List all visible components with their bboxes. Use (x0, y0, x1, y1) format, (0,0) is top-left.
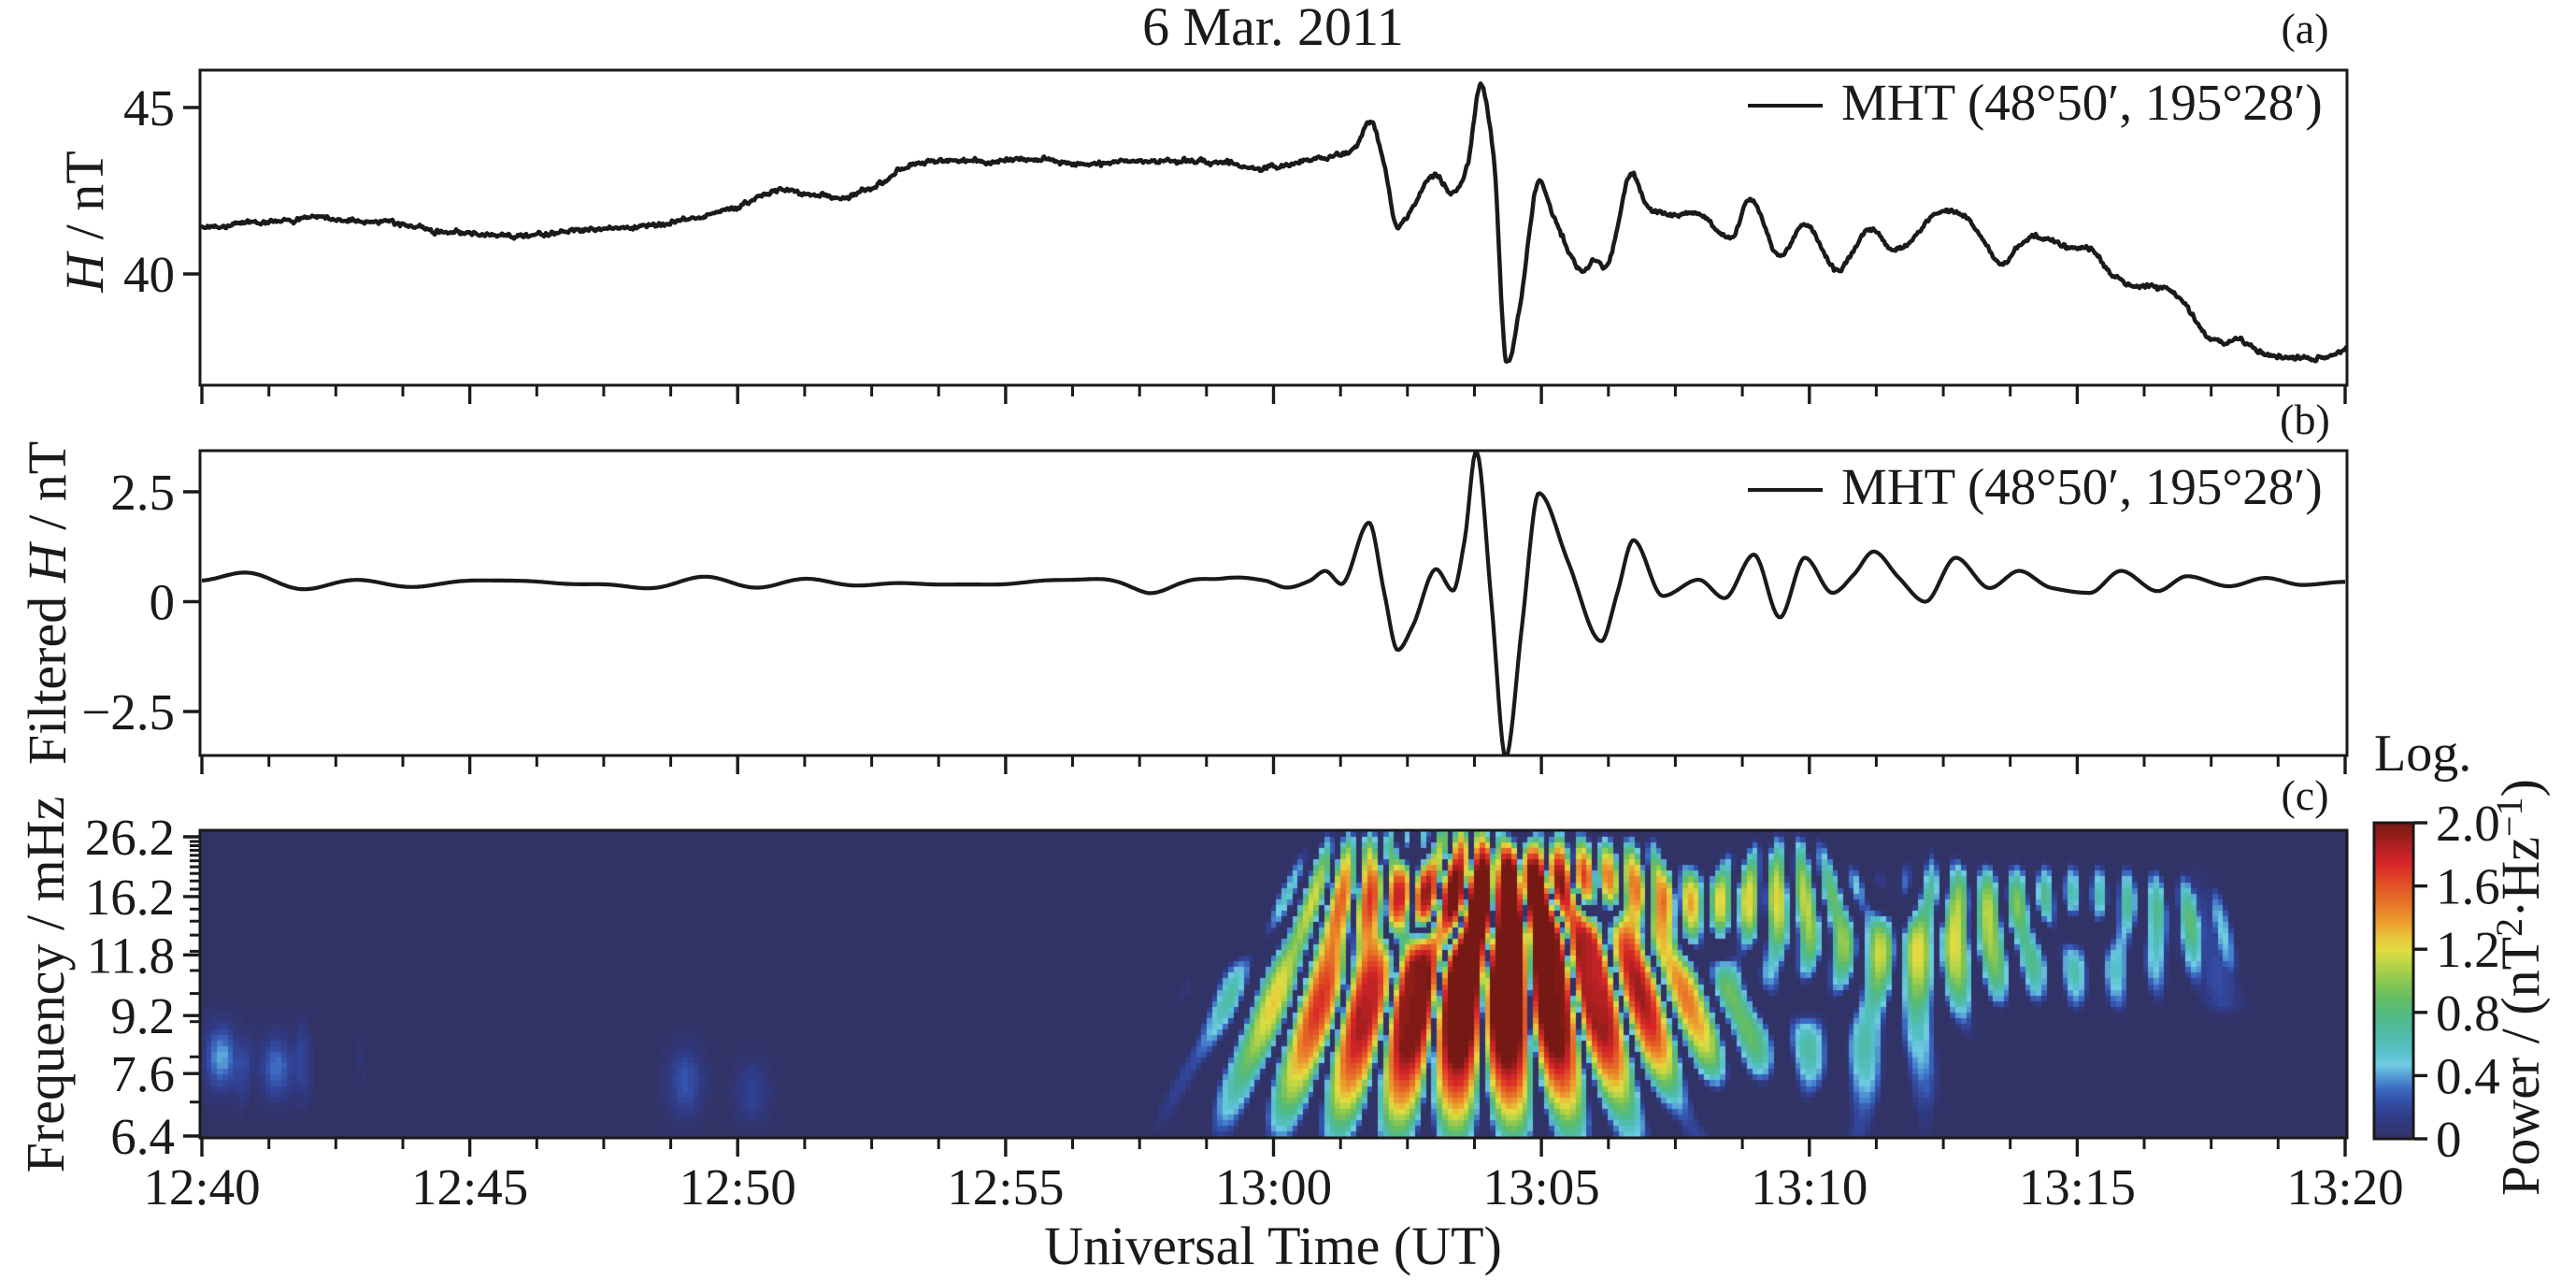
svg-text:9.2: 9.2 (110, 987, 175, 1044)
svg-text:2.0: 2.0 (2436, 795, 2500, 852)
svg-text:Log.: Log. (2374, 725, 2471, 783)
svg-text:0.8: 0.8 (2436, 985, 2500, 1042)
svg-text:MHT (48°50′, 195°28′): MHT (48°50′, 195°28′) (1841, 74, 2323, 131)
svg-text:(a): (a) (2281, 5, 2328, 52)
svg-text:1.2: 1.2 (2436, 921, 2500, 978)
svg-text:Power / (nT2·Hz−1): Power / (nT2·Hz−1) (2488, 779, 2551, 1196)
svg-text:−2.5: −2.5 (81, 683, 175, 741)
svg-text:13:15: 13:15 (2019, 1158, 2136, 1215)
svg-text:0: 0 (150, 574, 176, 631)
svg-text:13:20: 13:20 (2286, 1158, 2403, 1215)
svg-text:26.2: 26.2 (85, 809, 175, 866)
svg-text:(c): (c) (2281, 771, 2328, 819)
svg-text:45: 45 (123, 79, 175, 137)
svg-text:0.4: 0.4 (2436, 1047, 2500, 1104)
svg-text:Universal Time (UT): Universal Time (UT) (1044, 1215, 1502, 1276)
svg-text:Filtered H / nT: Filtered H / nT (17, 441, 78, 765)
svg-text:16.2: 16.2 (85, 869, 175, 926)
svg-text:12:50: 12:50 (680, 1158, 796, 1215)
svg-text:0: 0 (2436, 1111, 2462, 1168)
svg-text:11.8: 11.8 (87, 927, 175, 984)
svg-text:H / nT: H / nT (54, 151, 115, 293)
svg-text:6 Mar. 2011: 6 Mar. 2011 (1142, 0, 1404, 57)
svg-text:12:55: 12:55 (947, 1158, 1064, 1215)
svg-text:6.4: 6.4 (110, 1108, 175, 1165)
svg-text:12:40: 12:40 (143, 1158, 260, 1215)
svg-text:(b): (b) (2280, 396, 2330, 443)
svg-text:2.5: 2.5 (110, 464, 175, 521)
svg-text:13:00: 13:00 (1215, 1158, 1332, 1215)
svg-text:13:10: 13:10 (1751, 1158, 1868, 1215)
svg-text:Frequency / mHz: Frequency / mHz (15, 797, 76, 1173)
svg-text:12:45: 12:45 (411, 1158, 528, 1215)
svg-text:1.6: 1.6 (2436, 858, 2500, 915)
svg-text:MHT (48°50′, 195°28′): MHT (48°50′, 195°28′) (1841, 458, 2323, 515)
svg-text:40: 40 (123, 246, 175, 303)
svg-text:7.6: 7.6 (110, 1045, 175, 1102)
svg-text:13:05: 13:05 (1482, 1158, 1599, 1215)
